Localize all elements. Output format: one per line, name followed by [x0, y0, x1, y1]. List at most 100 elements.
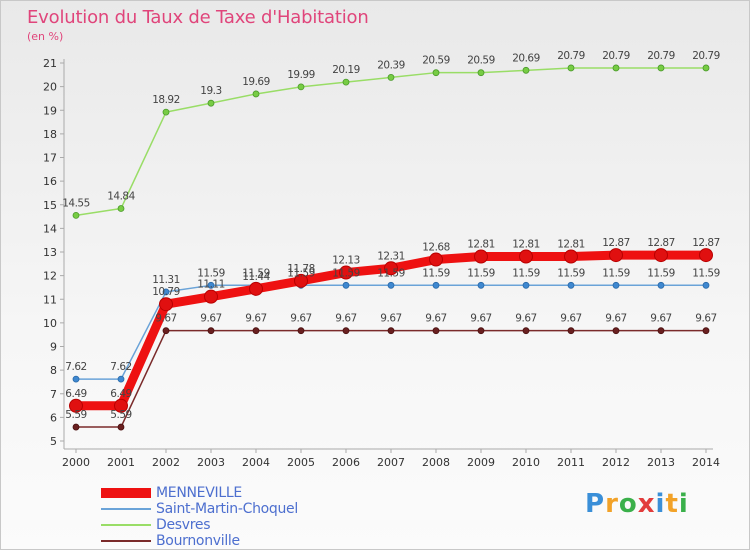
- data-label: 9.67: [380, 313, 401, 325]
- data-point: [657, 64, 665, 72]
- data-point: [429, 252, 443, 267]
- data-point: [432, 281, 440, 289]
- data-point: [474, 249, 488, 264]
- data-label: 11.59: [242, 267, 270, 279]
- x-tick-label: 2012: [602, 456, 630, 469]
- logo-letter: i: [678, 489, 689, 519]
- data-point: [567, 327, 575, 335]
- data-label: 14.55: [62, 197, 90, 209]
- data-point: [342, 78, 350, 86]
- data-point: [522, 281, 530, 289]
- chart-subtitle: (en %): [27, 30, 64, 43]
- data-point: [72, 211, 80, 219]
- data-point: [342, 281, 350, 289]
- data-label: 11.59: [422, 267, 450, 279]
- x-tick-label: 2002: [152, 456, 180, 469]
- data-label: 12.87: [692, 237, 720, 249]
- legend-label: Bournonville: [156, 533, 240, 549]
- data-point: [339, 265, 353, 280]
- data-labels: 6.49 6.49 10.79 11.11 11.44 11.78 12.13 12.31 12…: [65, 237, 720, 400]
- data-point: [387, 327, 395, 335]
- y-tick-label: 14: [43, 222, 57, 235]
- y-tick-label: 7: [50, 388, 57, 401]
- series-line: [75, 67, 707, 217]
- data-point: [207, 281, 215, 289]
- data-point: [162, 327, 170, 335]
- data-point: [117, 205, 125, 212]
- data-label: 9.67: [515, 313, 536, 325]
- data-point: [297, 327, 305, 335]
- x-tick-label: 2009: [467, 456, 495, 469]
- data-point: [522, 327, 530, 335]
- data-label: 11.78: [287, 263, 315, 275]
- y-tick-label: 20: [43, 81, 57, 94]
- data-label: 11.59: [287, 267, 315, 279]
- data-point: [519, 249, 533, 264]
- x-tick-label: 2013: [647, 456, 675, 469]
- y-tick-label: 17: [43, 152, 57, 165]
- data-point: [612, 281, 620, 289]
- data-point: [654, 248, 668, 263]
- data-label: 11.59: [647, 267, 675, 279]
- data-point: [117, 423, 125, 431]
- data-point: [294, 273, 308, 288]
- data-label: 20.19: [332, 64, 360, 76]
- data-label: 11.59: [557, 267, 585, 279]
- data-label: 5.59: [110, 409, 131, 421]
- y-tick-label: 19: [43, 104, 57, 117]
- data-label: 12.81: [512, 238, 540, 250]
- data-label: 7.62: [65, 361, 86, 373]
- data-label: 11.31: [152, 274, 180, 286]
- y-tick-label: 11: [43, 293, 57, 306]
- logo-letter: o: [618, 489, 638, 519]
- y-tick-label: 13: [43, 246, 57, 259]
- data-point: [69, 398, 83, 413]
- chart-title: Evolution du Taux de Taxe d'Habitation: [27, 7, 369, 28]
- series-bournonville: [72, 327, 710, 431]
- legend-swatch: [101, 524, 151, 526]
- x-tick-label: 2006: [332, 456, 360, 469]
- data-label: 9.67: [335, 313, 356, 325]
- data-point: [387, 74, 395, 81]
- x-tick-label: 2003: [197, 456, 225, 469]
- x-tick-label: 2005: [287, 456, 315, 469]
- data-point: [297, 83, 305, 91]
- data-point: [702, 64, 710, 72]
- legend-item: MENNEVILLE: [101, 485, 298, 501]
- x-tick-label: 2000: [62, 456, 90, 469]
- logo-letter: x: [637, 489, 656, 519]
- data-label: 9.67: [245, 313, 266, 325]
- x-tick-label: 2011: [557, 456, 585, 469]
- data-label: 9.67: [155, 313, 176, 325]
- data-label: 7.62: [110, 361, 131, 373]
- y-tick-label: 15: [43, 199, 57, 212]
- data-point: [162, 288, 170, 296]
- data-label: 11.59: [602, 267, 630, 279]
- y-tick-label: 8: [50, 364, 57, 377]
- legend-swatch: [101, 488, 151, 498]
- data-label: 11.59: [692, 267, 720, 279]
- data-label: 6.49: [110, 388, 131, 400]
- data-label: 19.99: [287, 69, 315, 81]
- data-label: 18.92: [152, 94, 180, 106]
- data-label: 11.59: [377, 267, 405, 279]
- legend-item: Desvres: [101, 517, 298, 533]
- x-tick-label: 2014: [692, 456, 720, 469]
- data-label: 20.79: [692, 50, 720, 62]
- data-point: [699, 248, 713, 263]
- series-line: [75, 329, 707, 428]
- data-point: [387, 281, 395, 289]
- data-point: [72, 423, 80, 431]
- data-point: [612, 64, 620, 72]
- data-label: 14.84: [107, 191, 135, 203]
- data-point: [477, 281, 485, 289]
- data-labels: 5.59 5.59 9.67 9.67 9.67 9.67 9.67 9.67 9.67 9.67…: [65, 313, 717, 421]
- data-label: 11.44: [242, 271, 270, 283]
- data-label: 20.79: [602, 50, 630, 62]
- x-tick-label: 2001: [107, 456, 135, 469]
- data-label: 12.68: [422, 242, 450, 254]
- chart-legend: MENNEVILLE Saint-Martin-Choquel Desvres Bou…: [101, 485, 298, 549]
- data-label: 19.69: [242, 76, 270, 88]
- data-label: 9.67: [605, 313, 626, 325]
- data-label: 20.59: [467, 55, 495, 67]
